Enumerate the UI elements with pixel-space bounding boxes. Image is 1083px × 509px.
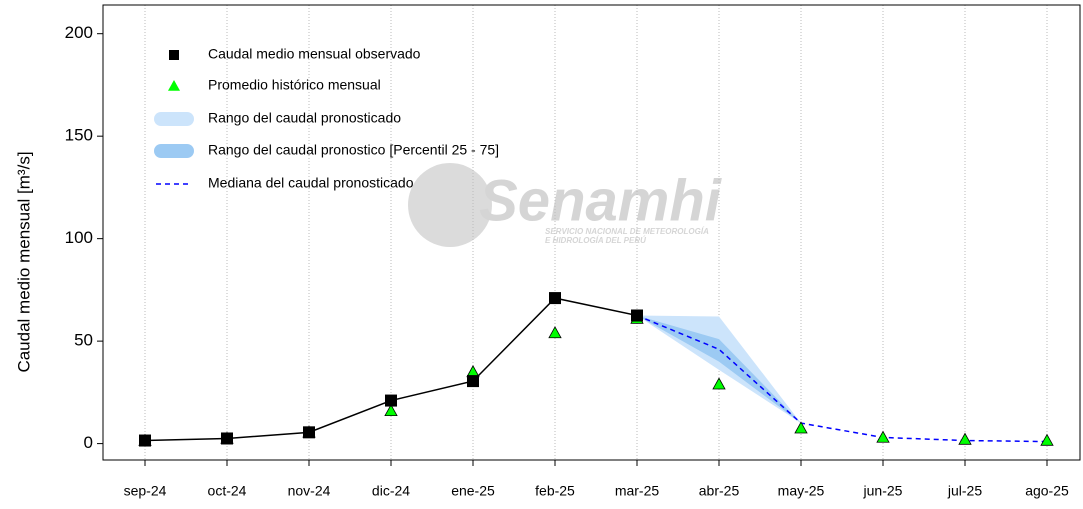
marker-triangle: [384, 403, 398, 417]
legend-band: [154, 144, 194, 158]
marker-triangle: [466, 365, 480, 378]
plot-frame: [102, 4, 1081, 461]
watermark-title: Senamhi: [479, 168, 723, 233]
y-tick-label: 50: [74, 331, 93, 350]
legend-triangle: [168, 80, 180, 91]
y-tick-label: 150: [65, 126, 93, 145]
legend-band: [154, 112, 194, 126]
forecast-band: [637, 315, 801, 424]
watermark: Senamhi SERVICIO NACIONAL DE METEOROLOGÍ…: [408, 163, 723, 247]
y-axis-label: Caudal medio mensual [m³/s]: [14, 151, 33, 372]
y-tick-label: 0: [84, 433, 93, 452]
marker-triangle: [712, 377, 726, 390]
marker-square: [221, 432, 233, 445]
x-tick-label: may-25: [778, 483, 825, 499]
marker-triangle: [794, 421, 808, 434]
x-tick-label: jun-25: [863, 483, 903, 499]
x-tick-label: ago-25: [1025, 483, 1069, 499]
x-tick-label: nov-24: [288, 483, 331, 499]
x-tick-label: jul-25: [947, 483, 982, 499]
x-tick-label: sep-24: [124, 483, 167, 499]
x-tick-label: mar-25: [615, 483, 660, 499]
legend-label: Rango del caudal pronosticado: [208, 110, 401, 126]
watermark-subtitle: SERVICIO NACIONAL DE METEOROLOGÍA: [545, 227, 709, 236]
marker-triangle: [876, 430, 890, 443]
series-line: [636, 314, 1048, 443]
marker-square: [139, 434, 151, 447]
legend-label: Rango del caudal pronostico [Percentil 2…: [208, 142, 499, 158]
marker-square: [549, 292, 561, 305]
y-tick-label: 200: [65, 23, 93, 42]
marker-triangle: [548, 326, 562, 339]
watermark-sun: [408, 163, 492, 247]
marker-square: [467, 375, 479, 388]
x-tick-label: dic-24: [372, 483, 410, 499]
marker-square: [303, 426, 315, 439]
watermark-subtitle: E HIDROLOGÍA DEL PERÚ: [545, 236, 646, 245]
marker-square: [631, 309, 643, 322]
marker-square: [385, 394, 397, 407]
x-tick-label: feb-25: [535, 483, 575, 499]
marker-triangle: [958, 432, 972, 445]
marker-triangle: [1040, 433, 1054, 446]
x-tick-label: abr-25: [699, 483, 740, 499]
legend-label: Caudal medio mensual observado: [208, 46, 421, 62]
x-tick-label: ene-25: [451, 483, 495, 499]
legend-label: Promedio histórico mensual: [208, 77, 381, 93]
legend-label: Mediana del caudal pronosticado: [208, 175, 414, 191]
x-tick-label: oct-24: [208, 483, 247, 499]
legend-square: [169, 50, 179, 60]
y-tick-label: 100: [65, 228, 93, 247]
